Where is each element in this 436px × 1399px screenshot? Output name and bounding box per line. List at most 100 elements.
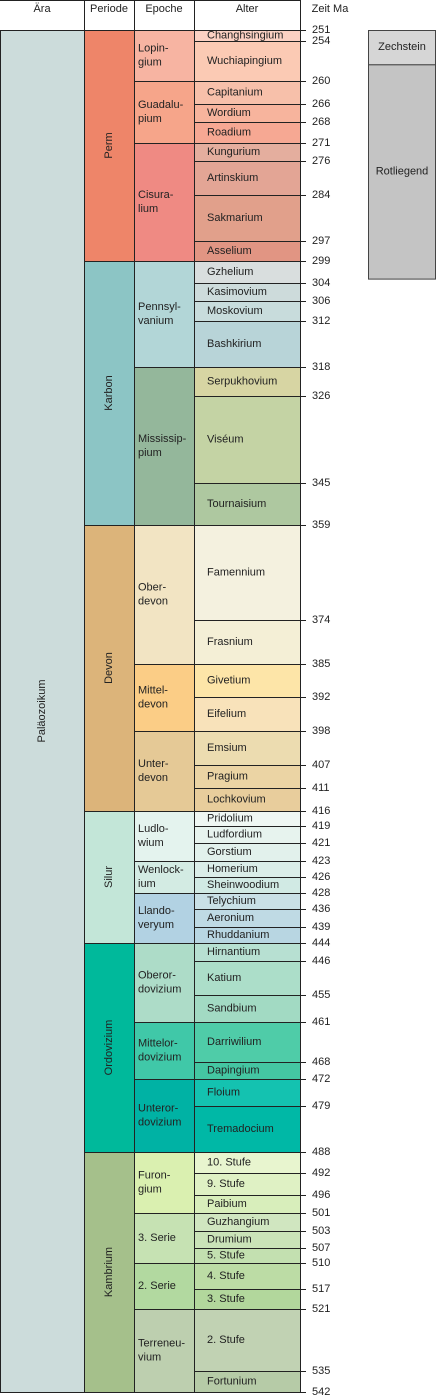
age-label-421: 421 <box>312 837 330 849</box>
stage-changhsingium-label: Changhsingium <box>207 29 283 41</box>
local-unit-rotliegend-label: Rotliegend <box>376 165 429 177</box>
age-label-251: 251 <box>312 24 330 36</box>
age-label-297: 297 <box>312 235 330 247</box>
age-label-426: 426 <box>312 871 330 883</box>
stage-rhuddanium-label: Rhuddanium <box>207 929 269 941</box>
stage-famennium-box <box>194 525 301 621</box>
stage-sakmarium-box <box>194 195 301 242</box>
period-ordovizium-label: Ordovizium <box>103 1020 115 1076</box>
age-label-468: 468 <box>312 1056 330 1068</box>
stage-10-stufe-label: 10. Stufe <box>207 1156 251 1168</box>
age-label-496: 496 <box>312 1189 330 1201</box>
stage-telychium-label: Telychium <box>207 895 256 907</box>
epoch-wenlock-ium-box <box>134 861 195 894</box>
age-label-266: 266 <box>312 98 330 110</box>
epoch-furon-gium-box <box>134 1152 195 1214</box>
epoch-mittelor-dovizium-label: Mittelor-dovizium <box>138 1037 181 1063</box>
stage-2-stufe-label: 2. Stufe <box>207 1334 245 1346</box>
stage-wordium-label: Wordium <box>207 107 251 119</box>
age-label-271: 271 <box>312 137 330 149</box>
stage-tournaisium-label: Tournaisium <box>207 498 266 510</box>
age-label-444: 444 <box>312 937 330 949</box>
epoch-oberor-dovizium-label: Oberor-dovizium <box>138 969 181 995</box>
period-kambrium-label: Kambrium <box>103 1247 115 1297</box>
age-label-461: 461 <box>312 1016 330 1028</box>
stage-emsium-label: Emsium <box>207 742 247 754</box>
stage-viséum-label: Viséum <box>207 433 243 445</box>
age-label-472: 472 <box>312 1073 330 1085</box>
stage-frasnium-box <box>194 620 301 665</box>
header-stage: Alter <box>235 3 259 15</box>
age-label-416: 416 <box>312 805 330 817</box>
stage-frasnium-label: Frasnium <box>207 636 253 648</box>
age-label-254: 254 <box>312 35 330 47</box>
age-label-326: 326 <box>312 390 330 402</box>
stage-pragium-label: Pragium <box>207 770 248 782</box>
stage-homerium-label: Homerium <box>207 863 258 875</box>
stage-floium-box <box>194 1079 301 1107</box>
stage-4-stufe-label: 4. Stufe <box>207 1270 245 1282</box>
age-label-542: 542 <box>312 1386 330 1398</box>
age-label-318: 318 <box>312 361 330 373</box>
stage-4-stufe-box <box>194 1263 301 1290</box>
stage-hirnantium-label: Hirnantium <box>207 946 260 958</box>
epoch-unter-devon-box <box>134 731 195 812</box>
stage-gzhelium-label: Gzhelium <box>207 266 253 278</box>
local-unit-rotliegend-box <box>368 64 436 280</box>
stage-eifelium-box <box>194 697 301 732</box>
stage-capitanium-label: Capitanium <box>207 86 263 98</box>
age-label-423: 423 <box>312 855 330 867</box>
period-perm-label: Perm <box>103 132 115 158</box>
stage-sheinwoodium-label: Sheinwoodium <box>207 879 279 891</box>
epoch-3-serie-box <box>134 1213 195 1264</box>
stage-bashkirium-label: Bashkirium <box>207 338 261 350</box>
stage-tremadocium-label: Tremadocium <box>207 1123 274 1135</box>
epoch-cisura-lium-box <box>134 143 195 262</box>
stage-dapingium-label: Dapingium <box>207 1064 260 1076</box>
age-label-306: 306 <box>312 295 330 307</box>
stage-fortunium-box <box>194 1371 301 1393</box>
stage-darriwilium-label: Darriwilium <box>207 1036 261 1048</box>
stage-ludfordium-label: Ludfordium <box>207 828 262 840</box>
stage-paibium-label: Paibium <box>207 1198 247 1210</box>
stage-floium-label: Floium <box>207 1086 240 1098</box>
epoch-mittel-devon-label: Mittel-devon <box>138 684 168 710</box>
stage-2-stufe-box <box>194 1309 301 1372</box>
epoch-mittel-devon-box <box>134 664 195 732</box>
stage-pridolium-label: Pridolium <box>207 812 253 824</box>
epoch-guadalu-pium-box <box>134 81 195 144</box>
age-label-439: 439 <box>312 921 330 933</box>
epoch-mississip-pium-box <box>134 367 195 526</box>
age-label-455: 455 <box>312 989 330 1001</box>
stage-wuchiapingium-box <box>194 41 301 82</box>
period-silur-label: Silur <box>103 866 115 888</box>
age-label-407: 407 <box>312 759 330 771</box>
epoch-terreneu-vium-label: Terreneu-vium <box>138 1337 185 1363</box>
stage-moskovium-label: Moskovium <box>207 305 263 317</box>
age-label-392: 392 <box>312 691 330 703</box>
age-label-521: 521 <box>312 1303 330 1315</box>
local-unit-zechstein-box <box>368 30 436 66</box>
age-label-284: 284 <box>312 189 330 201</box>
age-label-398: 398 <box>312 725 330 737</box>
stage-kungurium-label: Kungurium <box>207 146 260 158</box>
age-label-419: 419 <box>312 820 330 832</box>
stage-viséum-box <box>194 396 301 484</box>
age-label-385: 385 <box>312 658 330 670</box>
stage-artinskium-label: Artinskium <box>207 172 258 184</box>
era-paläozoikum-box <box>0 30 85 1393</box>
period-silur-box <box>84 811 135 944</box>
stage-kasimovium-label: Kasimovium <box>207 286 267 298</box>
age-label-276: 276 <box>312 155 330 167</box>
stage-roadium-label: Roadium <box>207 126 251 138</box>
epoch-guadalu-pium-label: Guadalu-pium <box>138 99 184 125</box>
age-label-260: 260 <box>312 75 330 87</box>
epoch-ober-devon-label: Ober-devon <box>138 581 168 607</box>
age-label-299: 299 <box>312 255 330 267</box>
age-label-488: 488 <box>312 1146 330 1158</box>
stage-wuchiapingium-label: Wuchiapingium <box>207 55 282 67</box>
stage-drumium-label: Drumium <box>207 1233 252 1245</box>
age-label-479: 479 <box>312 1100 330 1112</box>
epoch-unteror-dovizium-label: Unteror-dovizium <box>138 1102 181 1128</box>
age-label-268: 268 <box>312 116 330 128</box>
